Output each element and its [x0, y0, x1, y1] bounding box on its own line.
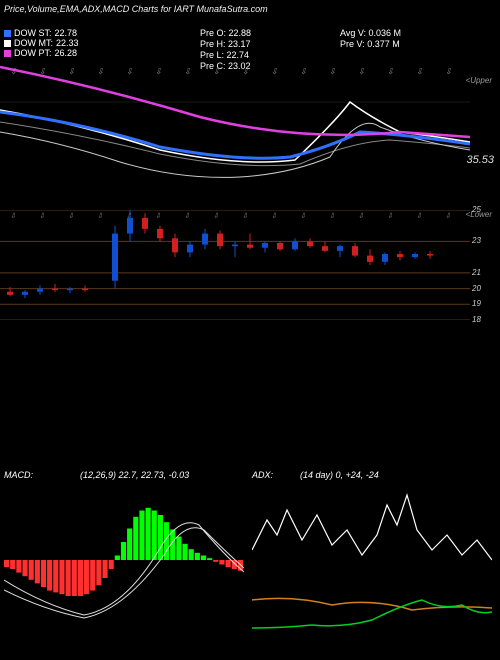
- legend-mt-label: DOW MT:: [14, 38, 53, 48]
- stat-avg-v-label: Avg V:: [340, 28, 366, 38]
- svg-text:⇩: ⇩: [10, 212, 16, 220]
- ytick-label: 19: [472, 299, 481, 308]
- legend-pt-value: 26.28: [55, 48, 78, 58]
- svg-text:⇩: ⇩: [445, 67, 452, 76]
- svg-text:⇩: ⇩: [155, 212, 161, 220]
- svg-text:⇩: ⇩: [387, 67, 394, 76]
- svg-text:⇩: ⇩: [271, 67, 278, 76]
- stat-pre-h-value: 23.17: [228, 39, 251, 49]
- legend: DOW ST: 22.78 DOW MT: 22.33 DOW PT: 26.2…: [4, 28, 79, 58]
- macd-label: MACD:: [4, 470, 33, 480]
- svg-text:⇩: ⇩: [68, 67, 75, 76]
- stat-avg-v-value: 0.036 M: [369, 28, 402, 38]
- svg-text:⇩: ⇩: [184, 67, 191, 76]
- svg-text:⇩: ⇩: [126, 67, 133, 76]
- ytick-label: 20: [472, 284, 481, 293]
- ytick-label: 21: [472, 268, 481, 277]
- svg-text:⇩: ⇩: [416, 67, 423, 76]
- adx-chart: [252, 480, 492, 635]
- svg-text:⇩: ⇩: [242, 67, 249, 76]
- stat-pre-o-value: 22.88: [229, 28, 252, 38]
- adx-params: (14 day) 0, +24, -24: [300, 470, 379, 480]
- legend-mt-swatch: [4, 40, 11, 47]
- legend-st-value: 22.78: [55, 28, 78, 38]
- svg-text:⇩: ⇩: [300, 67, 307, 76]
- legend-st-swatch: [4, 30, 11, 37]
- svg-text:⇩: ⇩: [271, 212, 277, 220]
- svg-text:⇩: ⇩: [184, 212, 190, 220]
- stats-col2: Avg V: 0.036 M Pre V: 0.377 M: [340, 28, 401, 50]
- legend-st-label: DOW ST:: [14, 28, 52, 38]
- svg-text:⇩: ⇩: [97, 67, 104, 76]
- price-annotation: 35.53: [466, 154, 494, 166]
- stat-pre-l-label: Pre L:: [200, 50, 224, 60]
- svg-text:⇩: ⇩: [387, 212, 393, 220]
- ytick-label: 23: [472, 236, 481, 245]
- svg-text:⇩: ⇩: [358, 212, 364, 220]
- legend-st: DOW ST: 22.78: [4, 28, 79, 38]
- svg-text:⇩: ⇩: [445, 212, 451, 220]
- legend-mt: DOW MT: 22.33: [4, 38, 79, 48]
- candle-chart: ⇩⇩⇩⇩⇩⇩⇩⇩⇩⇩⇩⇩⇩⇩⇩⇩: [0, 210, 470, 320]
- stat-pre-h-label: Pre H:: [200, 39, 226, 49]
- svg-text:⇩: ⇩: [39, 212, 45, 220]
- svg-text:⇩: ⇩: [97, 212, 103, 220]
- macd-params: (12,26,9) 22.7, 22.73, -0.03: [80, 470, 189, 480]
- svg-text:⇩: ⇩: [155, 67, 162, 76]
- legend-pt-label: DOW PT:: [14, 48, 52, 58]
- svg-text:⇩: ⇩: [213, 212, 219, 220]
- svg-text:⇩: ⇩: [329, 212, 335, 220]
- adx-label: ADX:: [252, 470, 273, 480]
- stat-pre-l-value: 22.74: [227, 50, 250, 60]
- ytick-label: 18: [472, 315, 481, 324]
- stat-pre-o-label: Pre O:: [200, 28, 226, 38]
- stat-pre-v-label: Pre V:: [340, 39, 365, 49]
- macd-chart: [4, 480, 244, 635]
- svg-text:⇩: ⇩: [68, 212, 74, 220]
- svg-text:⇩: ⇩: [358, 67, 365, 76]
- svg-text:⇩: ⇩: [329, 67, 336, 76]
- svg-text:⇩: ⇩: [213, 67, 220, 76]
- page-title: Price,Volume,EMA,ADX,MACD Charts for IAR…: [4, 4, 268, 14]
- legend-pt: DOW PT: 26.28: [4, 48, 79, 58]
- ytick-label: 25: [472, 205, 481, 214]
- stat-pre-v-value: 0.377 M: [367, 39, 400, 49]
- svg-text:⇩: ⇩: [242, 212, 248, 220]
- legend-pt-swatch: [4, 50, 11, 57]
- price-chart: ⇩⇩⇩⇩⇩⇩⇩⇩⇩⇩⇩⇩⇩⇩⇩⇩: [0, 62, 470, 192]
- svg-text:⇩: ⇩: [300, 212, 306, 220]
- legend-mt-value: 22.33: [56, 38, 79, 48]
- svg-text:⇩: ⇩: [416, 212, 422, 220]
